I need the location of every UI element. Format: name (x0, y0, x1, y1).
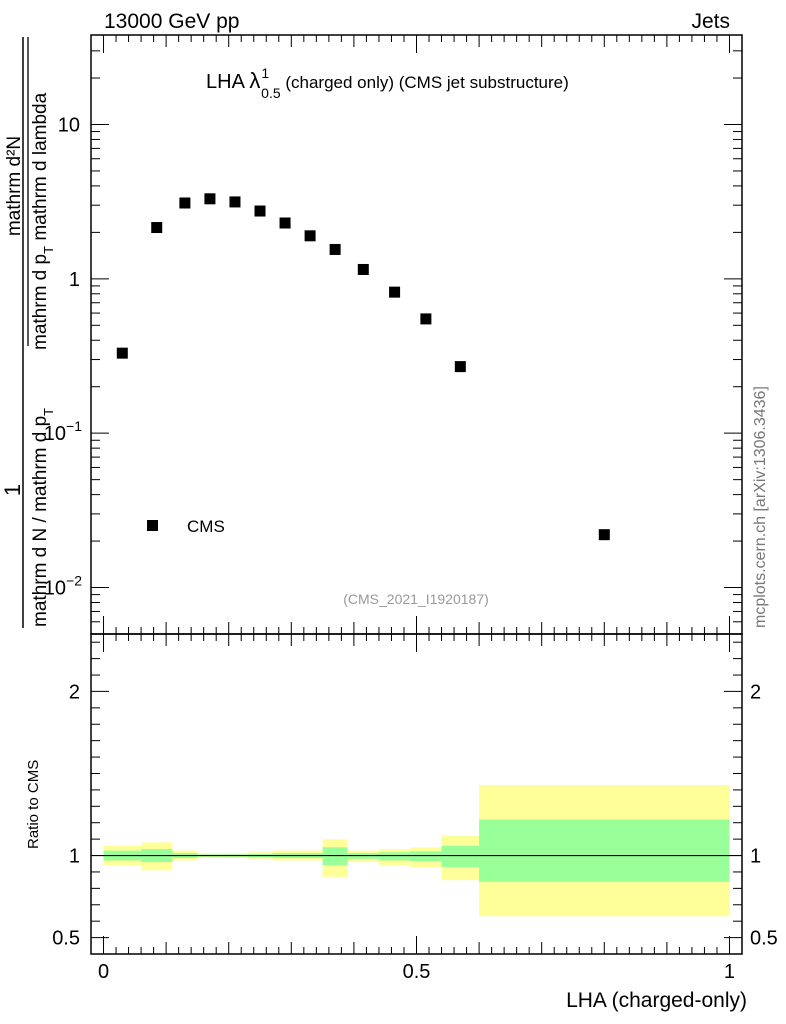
title-prefix: LHA (206, 71, 249, 93)
title-subscript: 0.5 (261, 85, 281, 101)
ratio-band-inner-10 (410, 851, 442, 862)
ylabel-inner-denominator-sub: T (41, 246, 56, 254)
ratio-ytick-label-right-0: 0.5 (750, 928, 778, 950)
title-superscript: 1 (261, 65, 269, 81)
ratio-band-inner-11 (441, 845, 480, 868)
cms-data-point-1 (151, 222, 163, 234)
main-tick-labels: 10−2 10−1 1 10 (44, 114, 82, 599)
ylabel-numerator-one: 1 (0, 484, 25, 496)
cms-data-point-10 (389, 286, 401, 298)
ylabel-inner-denominator-main: mathrm d p (30, 254, 51, 350)
cms-data-point-6 (279, 217, 291, 229)
main-ylabel: 1 mathrm d N / mathrm d pT mathrm d²N ma… (0, 37, 56, 628)
ratio-ytick-label-right-2: 2 (750, 681, 761, 703)
cms-data-point-3 (204, 193, 216, 205)
ylabel-denominator: mathrm d N / mathrm d pT (30, 408, 56, 627)
ratio-xtick-label-1: 0.5 (403, 961, 431, 983)
ylabel-inner-numerator: mathrm d²N (4, 136, 25, 236)
cms-data-point-12 (454, 361, 466, 373)
cms-data-point-7 (304, 230, 316, 242)
ratio-xtick-label-0: 0 (98, 961, 109, 983)
main-ytick-label-0: 10−2 (44, 573, 82, 600)
title-suffix: (charged only) (CMS jet substructure) (281, 73, 569, 92)
ylabel-inner-denominator: mathrm d pT mathrm d lambda (30, 92, 56, 350)
ylabel-denominator-main: mathrm d N / mathrm d p (30, 416, 51, 627)
title-lambda: λ (249, 68, 260, 93)
ylabel-inner-denominator-rest: mathrm d lambda (30, 92, 51, 246)
analysis-id: (CMS_2021_I1920187) (343, 591, 489, 607)
main-marks (116, 193, 610, 541)
legend-label-cms: CMS (187, 517, 225, 536)
ratio-xtick-label-2: 1 (724, 961, 735, 983)
cms-data-point-5 (254, 205, 266, 217)
ratio-tick-labels: 0.5 0.5 1 1 2 2 0 0.5 1 (52, 681, 778, 983)
cms-data-point-2 (179, 197, 191, 209)
ratio-ytick-label-left-0: 0.5 (52, 928, 80, 950)
cms-data-point-4 (229, 196, 241, 208)
ratio-band-inner-9 (378, 852, 411, 861)
header-right-label: Jets (691, 10, 730, 33)
ratio-ticks (91, 634, 742, 954)
main-ticks (91, 35, 742, 635)
ylabel-denominator-sub: T (41, 408, 56, 416)
header-left-label: 13000 GeV pp (104, 10, 239, 33)
ratio-ylabel: Ratio to CMS (25, 760, 42, 849)
cms-data-point-11 (420, 313, 432, 325)
ratio-panel: 0.5 0.5 1 1 2 2 0 0.5 1 (52, 633, 778, 983)
main-ytick-label-3: 10 (58, 114, 80, 136)
watermark: mcplots.cern.ch [arXiv:1306.3436] (752, 386, 769, 628)
main-ytick-label-1: 10−1 (44, 418, 82, 445)
cms-data-point-13 (598, 529, 610, 541)
ratio-band-inner-12 (479, 819, 730, 882)
ratio-ytick-label-left-2: 2 (69, 681, 80, 703)
cms-data-point-9 (357, 263, 369, 275)
cms-data-point-0 (116, 347, 128, 359)
ratio-ytick-label-right-1: 1 (750, 846, 761, 868)
ratio-band-inner-7 (322, 847, 348, 866)
cms-data-point-8 (329, 243, 341, 255)
ratio-ytick-label-left-1: 1 (69, 846, 80, 868)
main-plot-title: LHA λ1 0.5 (charged only) (CMS jet substr… (206, 65, 569, 101)
main-ytick-label-2: 1 (69, 269, 80, 291)
ratio-xlabel: LHA (charged-only) (566, 989, 747, 1012)
legend-marker-cms (147, 520, 158, 531)
